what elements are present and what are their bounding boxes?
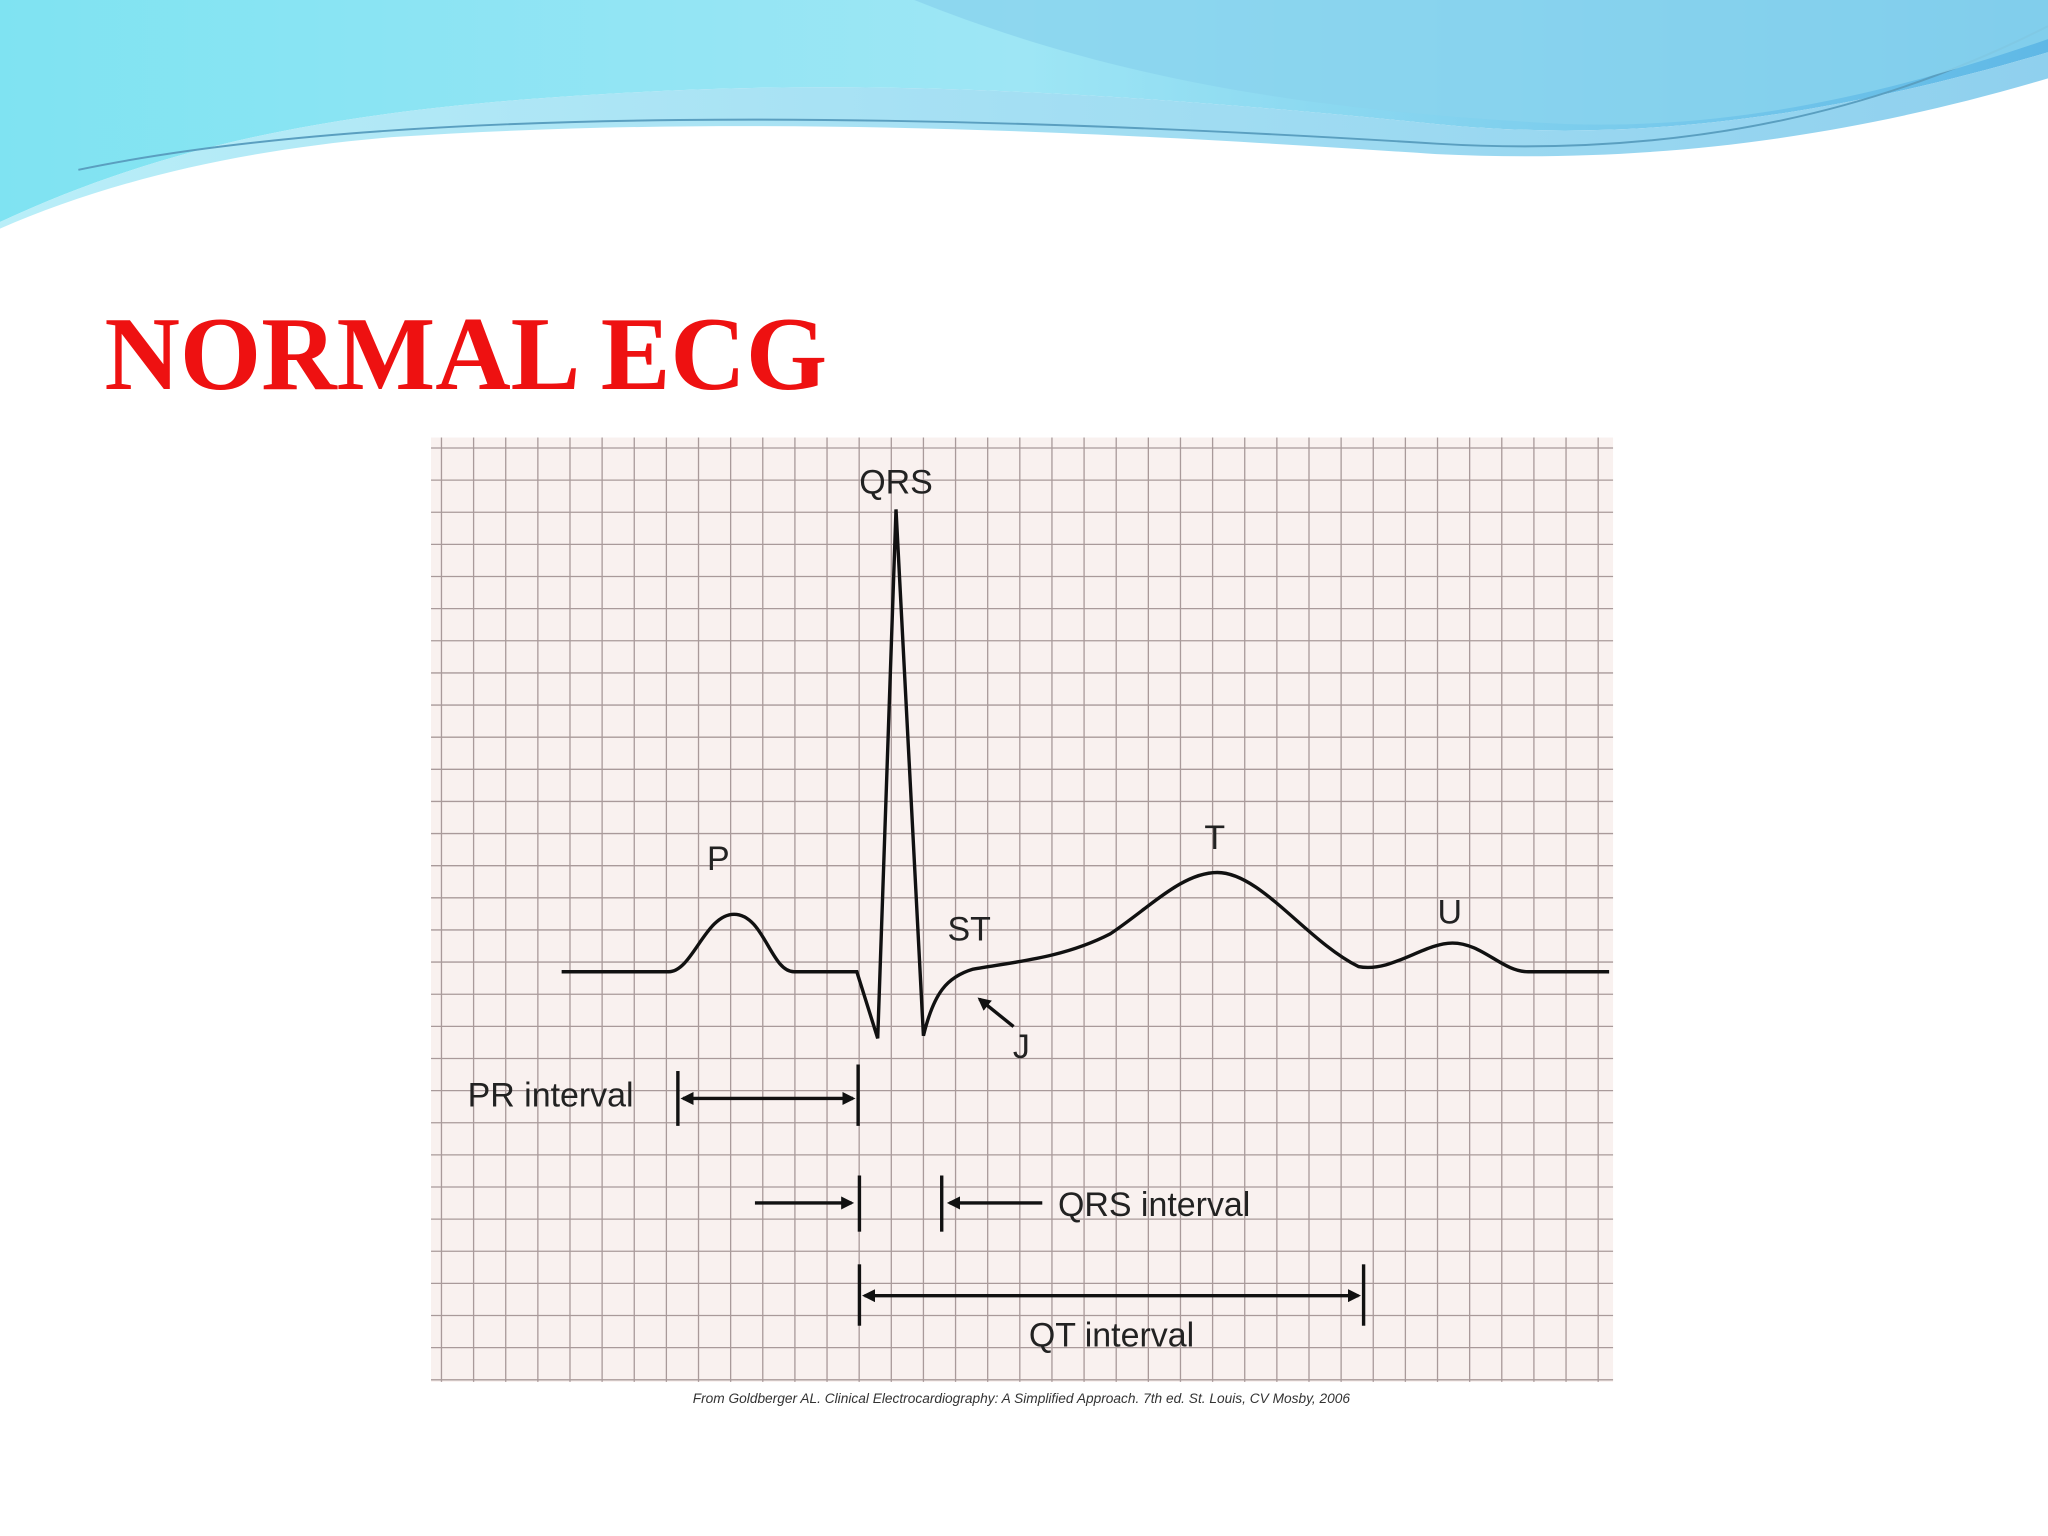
j-arrow [977,997,1015,1028]
qrs-label: QRS [859,464,933,502]
pr-interval-label: PR interval [468,1076,634,1114]
ecg-paper [431,437,1614,1382]
ecg-figure: QRS P ST T U J PR interval QRS interval … [431,437,1614,1406]
j-label: J [1013,1028,1030,1066]
header-waves [0,0,2048,229]
qt-interval-label: QT interval [1029,1317,1194,1355]
ecg-trace [561,509,1610,1039]
st-label: ST [947,910,990,948]
qrs-interval-label: QRS interval [1058,1186,1250,1224]
source-citation: From Goldberger AL. Clinical Electrocard… [693,1391,1351,1406]
u-label: U [1438,893,1463,931]
slide-title: NORMAL ECG [104,296,827,412]
t-label: T [1204,819,1225,857]
p-label: P [707,840,730,878]
